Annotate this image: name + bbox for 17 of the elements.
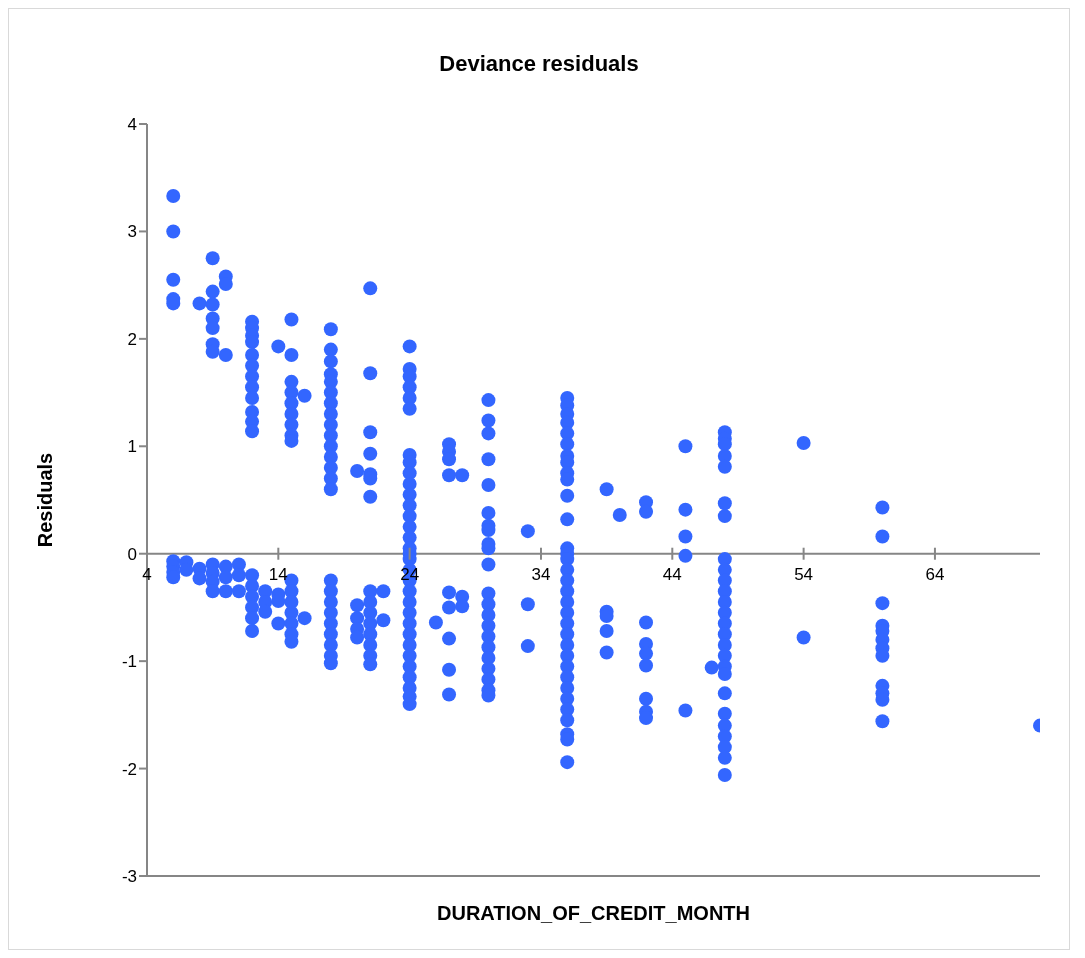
y-tick-label: 0 [127, 544, 137, 564]
x-tick-label: 54 [794, 564, 814, 584]
x-tick-label: 64 [925, 564, 945, 584]
x-tick-label: 44 [662, 564, 682, 584]
y-tick-label: 2 [127, 329, 137, 349]
x-tick-label: 4 [142, 564, 152, 584]
y-axis-title: Residuals [34, 452, 57, 548]
x-tick-label: 34 [531, 564, 551, 584]
y-tick-label: -3 [121, 867, 137, 887]
y-tick-label: -2 [121, 759, 137, 779]
x-tick-label: 14 [268, 564, 288, 584]
y-tick-label: 4 [127, 115, 137, 135]
chart-title: Deviance residuals [438, 51, 640, 77]
y-tick-label: -1 [121, 652, 137, 672]
y-tick-label: 1 [127, 437, 137, 457]
x-axis-title: DURATION_OF_CREDIT_MONTH [437, 902, 750, 924]
y-tick-label: 3 [127, 222, 137, 242]
